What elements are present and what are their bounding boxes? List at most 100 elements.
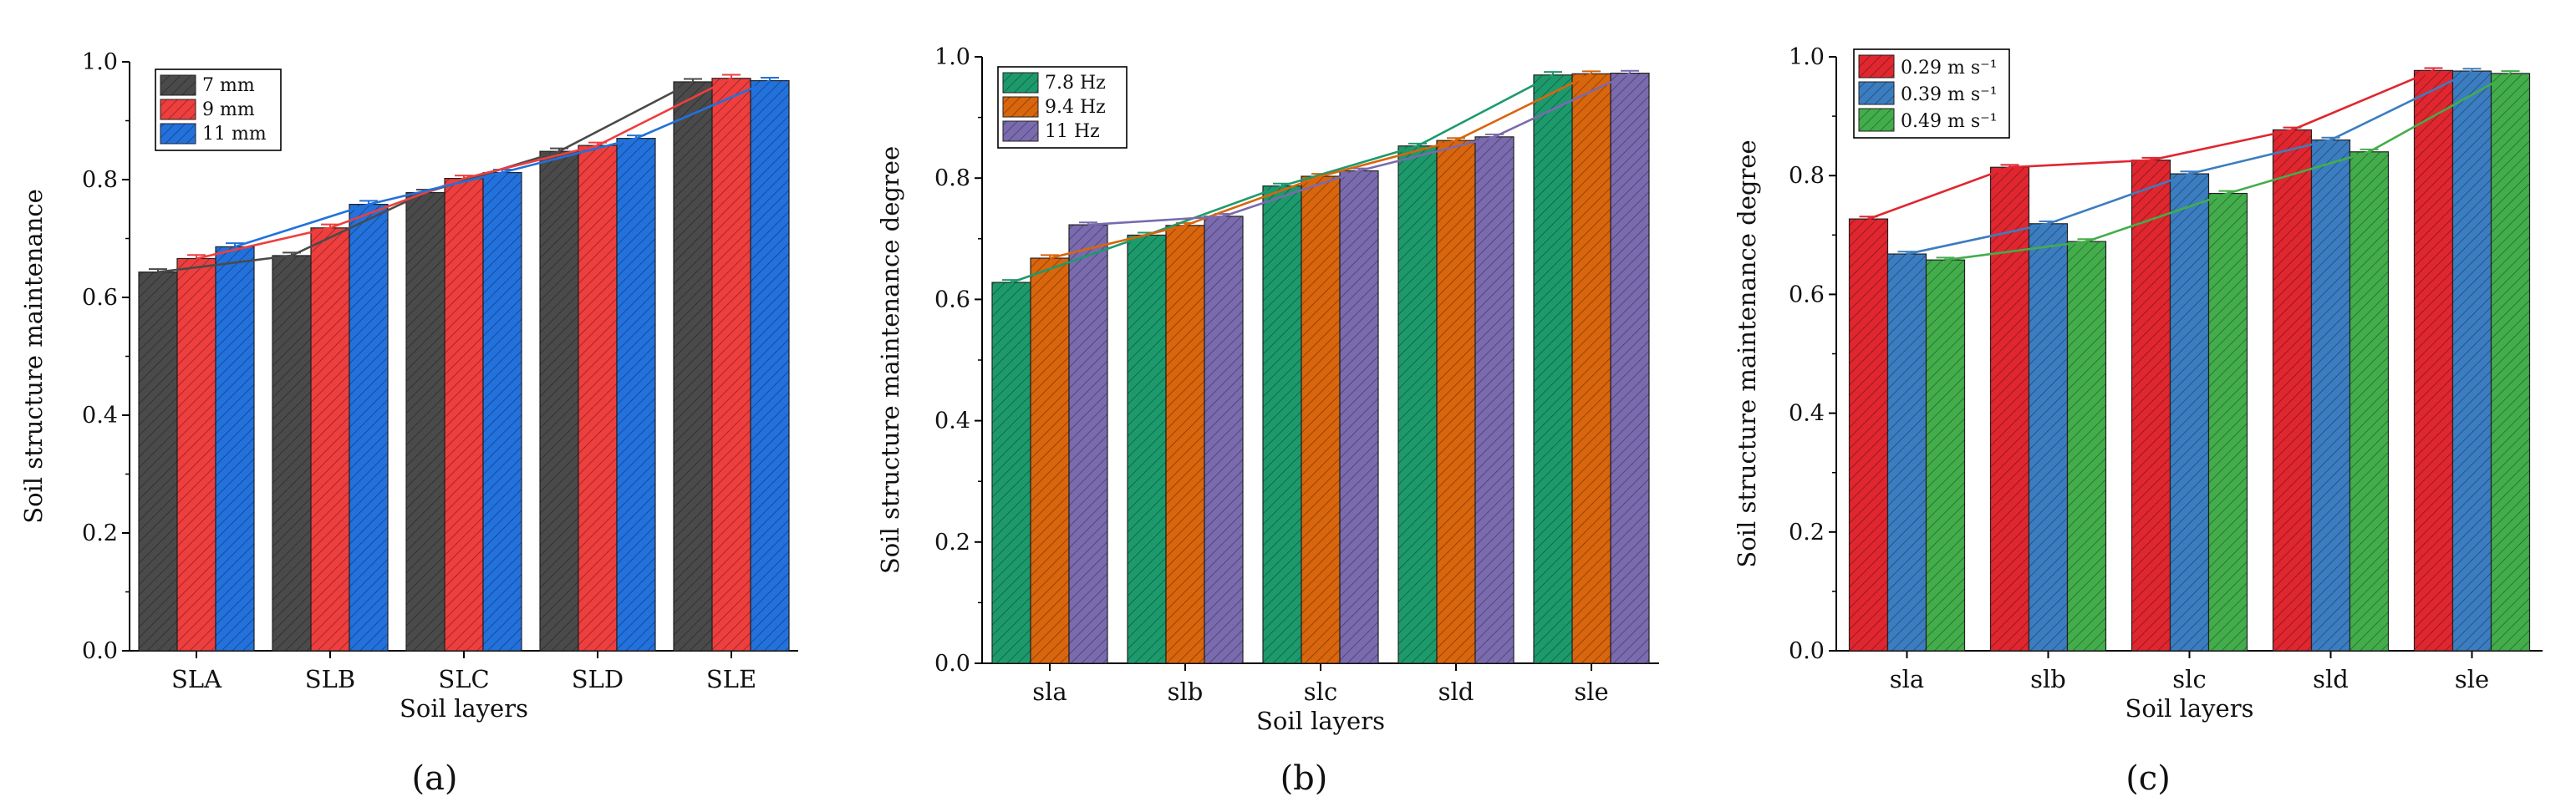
x-tick-label-sla: sla	[1890, 665, 1924, 693]
legend-swatch-hatch	[1003, 121, 1038, 141]
bar-hatch	[1887, 254, 1927, 651]
bar-11-hz-sld	[1474, 136, 1515, 664]
bar-hatch	[2029, 223, 2068, 651]
x-tick-label-sla: sla	[1032, 678, 1067, 706]
bar-0-49-m-s-slc	[2207, 192, 2248, 652]
bar-7-8-hz-slc	[1262, 185, 1302, 664]
y-tick-label: 0.6	[82, 285, 118, 311]
bar-hatch	[2273, 129, 2312, 651]
bar-hatch	[1437, 140, 1475, 664]
y-tick-label: 0.4	[1789, 401, 1825, 427]
trend-line-0-49-m-s	[1945, 72, 2512, 261]
bar-11-hz-sle	[1610, 73, 1650, 664]
trend-line-11-hz	[1087, 72, 1631, 226]
legend-label-11-hz: 11 Hz	[1045, 121, 1100, 142]
y-tick-label: 0.8	[934, 165, 970, 191]
y-tick-label: 0.8	[1789, 163, 1825, 189]
x-tick-label-slc: slc	[2172, 665, 2206, 693]
legend-label-9-mm: 9 mm	[202, 99, 255, 120]
x-tick-label-slb: SLB	[305, 665, 355, 693]
bar-7-8-hz-sle	[1533, 74, 1573, 664]
bar-0-29-m-s-slb	[1989, 166, 2030, 652]
legend-label-7-8-hz: 7.8 Hz	[1045, 73, 1106, 94]
legend-label-0-29-m-s: 0.29 m s⁻¹	[1901, 58, 1998, 79]
bar-9-4-hz-slc	[1301, 175, 1341, 664]
bar-hatch	[1069, 225, 1107, 663]
bar-hatch	[1128, 235, 1166, 664]
y-tick-label: 1.0	[82, 49, 118, 75]
y-tick-label: 0.2	[1789, 520, 1825, 546]
bar-hatch	[2414, 70, 2453, 651]
bar-hatch	[2452, 71, 2492, 651]
x-tick-label-slb: slb	[2030, 665, 2066, 693]
trend-line-9-4-hz	[1049, 73, 1592, 260]
x-axis-title: Soil layers	[400, 694, 528, 723]
bar-11-mm-sle	[750, 79, 790, 652]
bar-hatch	[2131, 160, 2171, 652]
bar-0-39-m-s-slb	[2028, 223, 2069, 652]
y-tick-label: 0.0	[934, 651, 970, 677]
bar-9-mm-slb	[310, 227, 350, 652]
trend-line-0-39-m-s	[1907, 69, 2473, 256]
legend-swatch-hatch	[1859, 82, 1894, 104]
bar-hatch	[1340, 170, 1378, 663]
bar-hatch	[139, 272, 177, 651]
y-tick-label: 0.2	[82, 520, 118, 546]
bar-hatch	[272, 255, 311, 651]
x-axis-title: Soil layers	[2125, 694, 2254, 723]
bar-9-4-hz-sla	[1030, 257, 1070, 664]
bar-11-hz-sla	[1068, 224, 1108, 664]
bar-7-mm-slc	[405, 191, 445, 652]
y-tick-label: 1.0	[1789, 44, 1825, 70]
panel-label-c: (c)	[2125, 759, 2171, 798]
trend-line-7-8-hz	[1011, 74, 1554, 284]
bar-hatch	[1263, 185, 1301, 663]
bar-0-49-m-s-slb	[2066, 241, 2107, 652]
y-tick-label: 0.2	[934, 530, 970, 556]
bar-0-39-m-s-sla	[1886, 253, 1927, 652]
bar-0-49-m-s-sle	[2490, 73, 2531, 652]
bar-0-39-m-s-slc	[2169, 173, 2210, 652]
x-tick-label-sld: sld	[1438, 678, 1474, 706]
bar-9-4-hz-sle	[1571, 73, 1611, 664]
legend-swatch-hatch	[1859, 55, 1894, 78]
bar-0-49-m-s-sld	[2349, 151, 2390, 652]
y-tick-label: 1.0	[934, 44, 970, 70]
panel-label-b: (b)	[1280, 759, 1328, 798]
trend-line-0-29-m-s	[1868, 69, 2435, 221]
bar-7-mm-sla	[138, 272, 178, 652]
bar-hatch	[1031, 258, 1069, 663]
bar-7-mm-slb	[272, 255, 312, 652]
bar-hatch	[2311, 140, 2350, 652]
bar-hatch	[1534, 74, 1572, 663]
y-axis-title: Soil structure maintenance degree	[1733, 140, 1761, 567]
bar-9-4-hz-sld	[1436, 140, 1476, 664]
bar-9-mm-sld	[578, 145, 618, 652]
bar-hatch	[992, 282, 1031, 663]
legend-swatch-hatch	[1003, 97, 1038, 117]
trend-line-11-mm	[234, 79, 771, 248]
y-axis-title: Soil structure maintenance degree	[876, 146, 904, 574]
bar-hatch	[578, 145, 617, 652]
bar-11-mm-sla	[215, 246, 255, 652]
bar-hatch	[311, 227, 349, 651]
bar-hatch	[2170, 174, 2209, 651]
x-axis-title: Soil layers	[1256, 707, 1385, 735]
bar-hatch	[349, 204, 388, 652]
bar-hatch	[1572, 74, 1611, 663]
legend-swatch-hatch	[1003, 73, 1038, 93]
bar-11-mm-sld	[616, 138, 656, 652]
bar-7-8-hz-slb	[1127, 234, 1167, 664]
chart-panel-b: 0.0 0.2 0.4 0.6 0.8 1.0 Soil structure mainten…	[876, 44, 1659, 735]
bar-hatch	[712, 78, 751, 652]
bar-hatch	[751, 80, 789, 651]
bar-hatch	[2349, 151, 2389, 651]
bar-9-mm-sle	[711, 78, 751, 652]
bar-hatch	[1475, 136, 1514, 663]
bar-hatch	[540, 151, 578, 651]
bar-0-49-m-s-sla	[1925, 259, 1966, 652]
bar-0-29-m-s-slc	[2131, 160, 2171, 652]
bar-0-39-m-s-sld	[2310, 139, 2351, 652]
bar-hatch	[1204, 216, 1243, 663]
